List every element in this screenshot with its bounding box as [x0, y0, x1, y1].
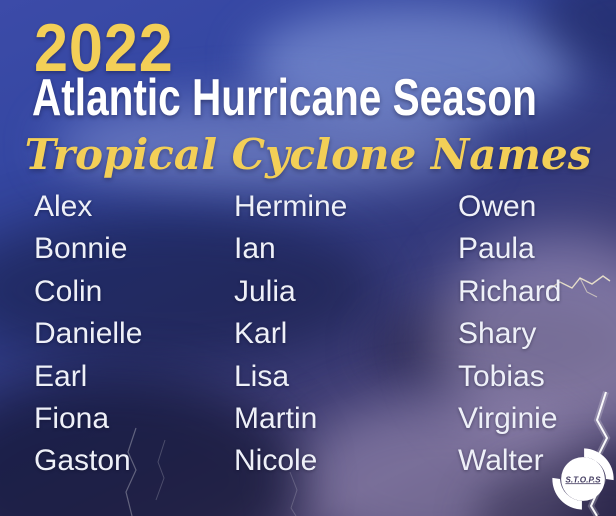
cyclone-name: Karl — [234, 317, 288, 351]
poster-year-text: 2022 — [34, 10, 174, 86]
cyclone-name: Bonnie — [34, 232, 128, 266]
poster-title-text: Atlantic Hurricane Season — [32, 69, 537, 127]
cyclone-name: Shary — [458, 317, 537, 351]
name-column-1: Alex Bonnie Colin Danielle Earl Fiona Gaston — [34, 186, 229, 483]
cyclone-name: Martin — [234, 402, 318, 436]
cyclone-name: Julia — [234, 274, 296, 308]
poster-year: 2022 — [34, 14, 189, 82]
cyclone-name: Fiona — [34, 402, 110, 436]
cyclone-name: Hermine — [234, 190, 348, 223]
cyclone-name: Walter — [458, 444, 544, 478]
cyclone-name: Gaston — [34, 444, 131, 478]
poster-title: Atlantic Hurricane Season — [32, 70, 616, 126]
cyclone-name: Nicole — [234, 444, 318, 478]
name-column-3: Owen Paula Richard Shary Tobias Virginie Walte… — [458, 186, 614, 483]
cyclone-name: Richard — [458, 274, 562, 308]
stops-logo: S.T.O.P.S — [552, 448, 614, 510]
cyclone-name: Ian — [234, 232, 276, 266]
cyclone-name: Virginie — [458, 402, 558, 436]
name-column-2: Hermine Ian Julia Karl Lisa Martin Nicole — [234, 186, 450, 483]
cyclone-name: Alex — [34, 190, 93, 223]
poster-subtitle: Tropical Cyclone Names — [24, 130, 592, 179]
cyclone-name: Paula — [458, 232, 535, 266]
cyclone-name: Earl — [34, 359, 88, 393]
cyclone-name: Colin — [34, 274, 103, 308]
cyclone-name: Owen — [458, 190, 537, 223]
cyclone-name: Tobias — [458, 359, 545, 393]
cloud-decoration — [540, 0, 616, 71]
cyclone-name: Danielle — [34, 317, 143, 351]
stops-logo-label: S.T.O.P.S — [565, 475, 601, 484]
hurricane-icon — [552, 448, 614, 510]
cyclone-name: Lisa — [234, 359, 290, 393]
